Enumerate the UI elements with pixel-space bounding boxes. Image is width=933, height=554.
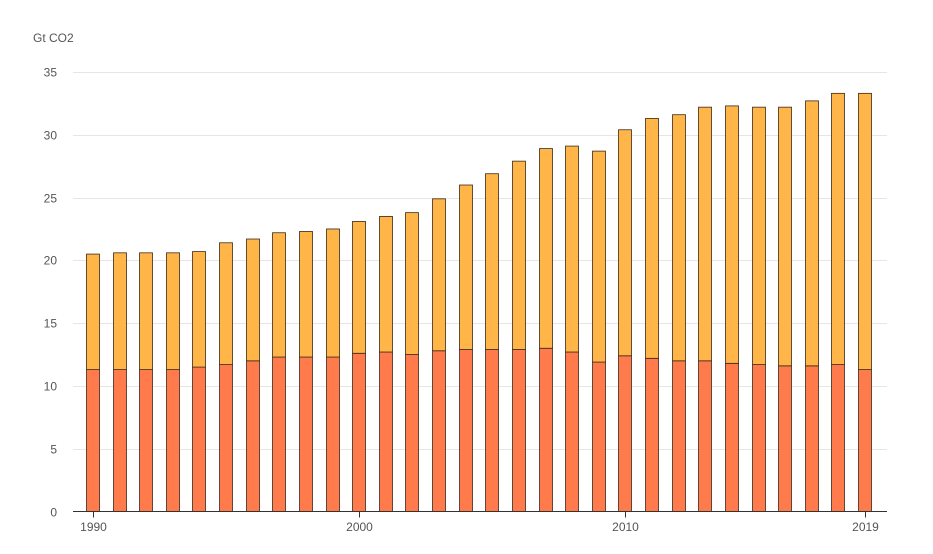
bar-segment-upper <box>326 228 340 358</box>
bar-segment-lower <box>539 347 553 512</box>
bar-segment-lower <box>432 350 446 512</box>
bar-segment-lower <box>592 361 606 512</box>
bar-segment-upper <box>432 198 446 352</box>
bar-segment-upper <box>752 106 766 365</box>
bar-segment-lower <box>352 352 366 512</box>
bar-segment-lower <box>139 369 153 512</box>
x-tick-label: 1990 <box>80 520 107 534</box>
x-tick-label: 2019 <box>852 520 879 534</box>
bar-segment-lower <box>565 351 579 512</box>
bar-segment-upper <box>645 118 659 359</box>
y-axis-ticks: 0 5 10 15 20 25 30 35 <box>44 66 58 520</box>
x-axis-ticks: 1990 2000 2010 2019 <box>80 511 879 534</box>
bar-segment-upper <box>272 232 286 358</box>
y-axis-unit-label: Gt CO2 <box>33 31 74 45</box>
bar-segment-lower <box>778 365 792 512</box>
bar-segment-upper <box>246 238 260 362</box>
y-tick-label: 5 <box>50 443 57 457</box>
bar-segment-lower <box>698 360 712 512</box>
bar-segment-lower <box>192 366 206 512</box>
bar-segment-upper <box>166 252 180 371</box>
bar-segment-lower <box>405 354 419 512</box>
bar-segment-upper <box>539 148 553 349</box>
bar-segment-lower <box>299 356 313 512</box>
y-tick-label: 10 <box>44 380 58 394</box>
y-tick-label: 0 <box>50 506 57 520</box>
bar-segment-upper <box>592 150 606 363</box>
bar-segment-upper <box>778 106 792 367</box>
x-tick-label: 2010 <box>612 520 639 534</box>
y-tick-label: 15 <box>44 317 58 331</box>
gridlines <box>73 72 887 450</box>
bar-segment-upper <box>565 145 579 353</box>
bar-segment-upper <box>725 105 739 364</box>
bar-segment-lower <box>725 362 739 512</box>
bars <box>86 92 872 512</box>
bar-segment-upper <box>379 216 393 353</box>
bar-segment-lower <box>246 360 260 512</box>
bar-segment-upper <box>113 252 127 371</box>
bar-segment-upper <box>405 212 419 355</box>
bar-segment-lower <box>219 364 233 512</box>
bar-segment-upper <box>858 92 872 371</box>
bar-segment-upper <box>512 160 526 350</box>
y-tick-label: 35 <box>44 66 58 80</box>
bar-segment-lower <box>752 364 766 512</box>
bar-segment-upper <box>805 100 819 367</box>
bar-segment-upper <box>831 92 845 365</box>
bar-segment-lower <box>379 351 393 512</box>
bar-segment-lower <box>805 365 819 512</box>
bar-segment-upper <box>459 184 473 350</box>
bar-segment-lower <box>831 364 845 512</box>
bar-segment-upper <box>352 221 366 354</box>
bar-segment-upper <box>299 231 313 358</box>
bar-segment-lower <box>858 369 872 512</box>
bar-segment-upper <box>219 242 233 365</box>
bar-segment-upper <box>698 106 712 362</box>
y-tick-label: 30 <box>44 129 58 143</box>
bar-segment-lower <box>459 349 473 512</box>
bar-segment-upper <box>485 173 499 350</box>
bar-segment-upper <box>618 129 632 357</box>
bar-segment-upper <box>192 251 206 368</box>
bar-segment-lower <box>272 356 286 512</box>
bar-segment-upper <box>139 252 153 371</box>
bar-segment-lower <box>618 355 632 512</box>
bar-segment-lower <box>645 357 659 512</box>
bar-segment-lower <box>672 360 686 512</box>
bar-segment-lower <box>512 349 526 512</box>
bar-segment-lower <box>166 369 180 512</box>
bar-segment-upper <box>86 253 100 371</box>
y-tick-label: 25 <box>44 192 58 206</box>
bar-segment-lower <box>113 369 127 512</box>
bar-segment-lower <box>485 349 499 512</box>
y-tick-label: 20 <box>44 254 58 268</box>
bar-segment-lower <box>326 356 340 512</box>
bar-segment-lower <box>86 369 100 512</box>
bar-segment-upper <box>672 114 686 362</box>
x-tick-label: 2000 <box>346 520 373 534</box>
